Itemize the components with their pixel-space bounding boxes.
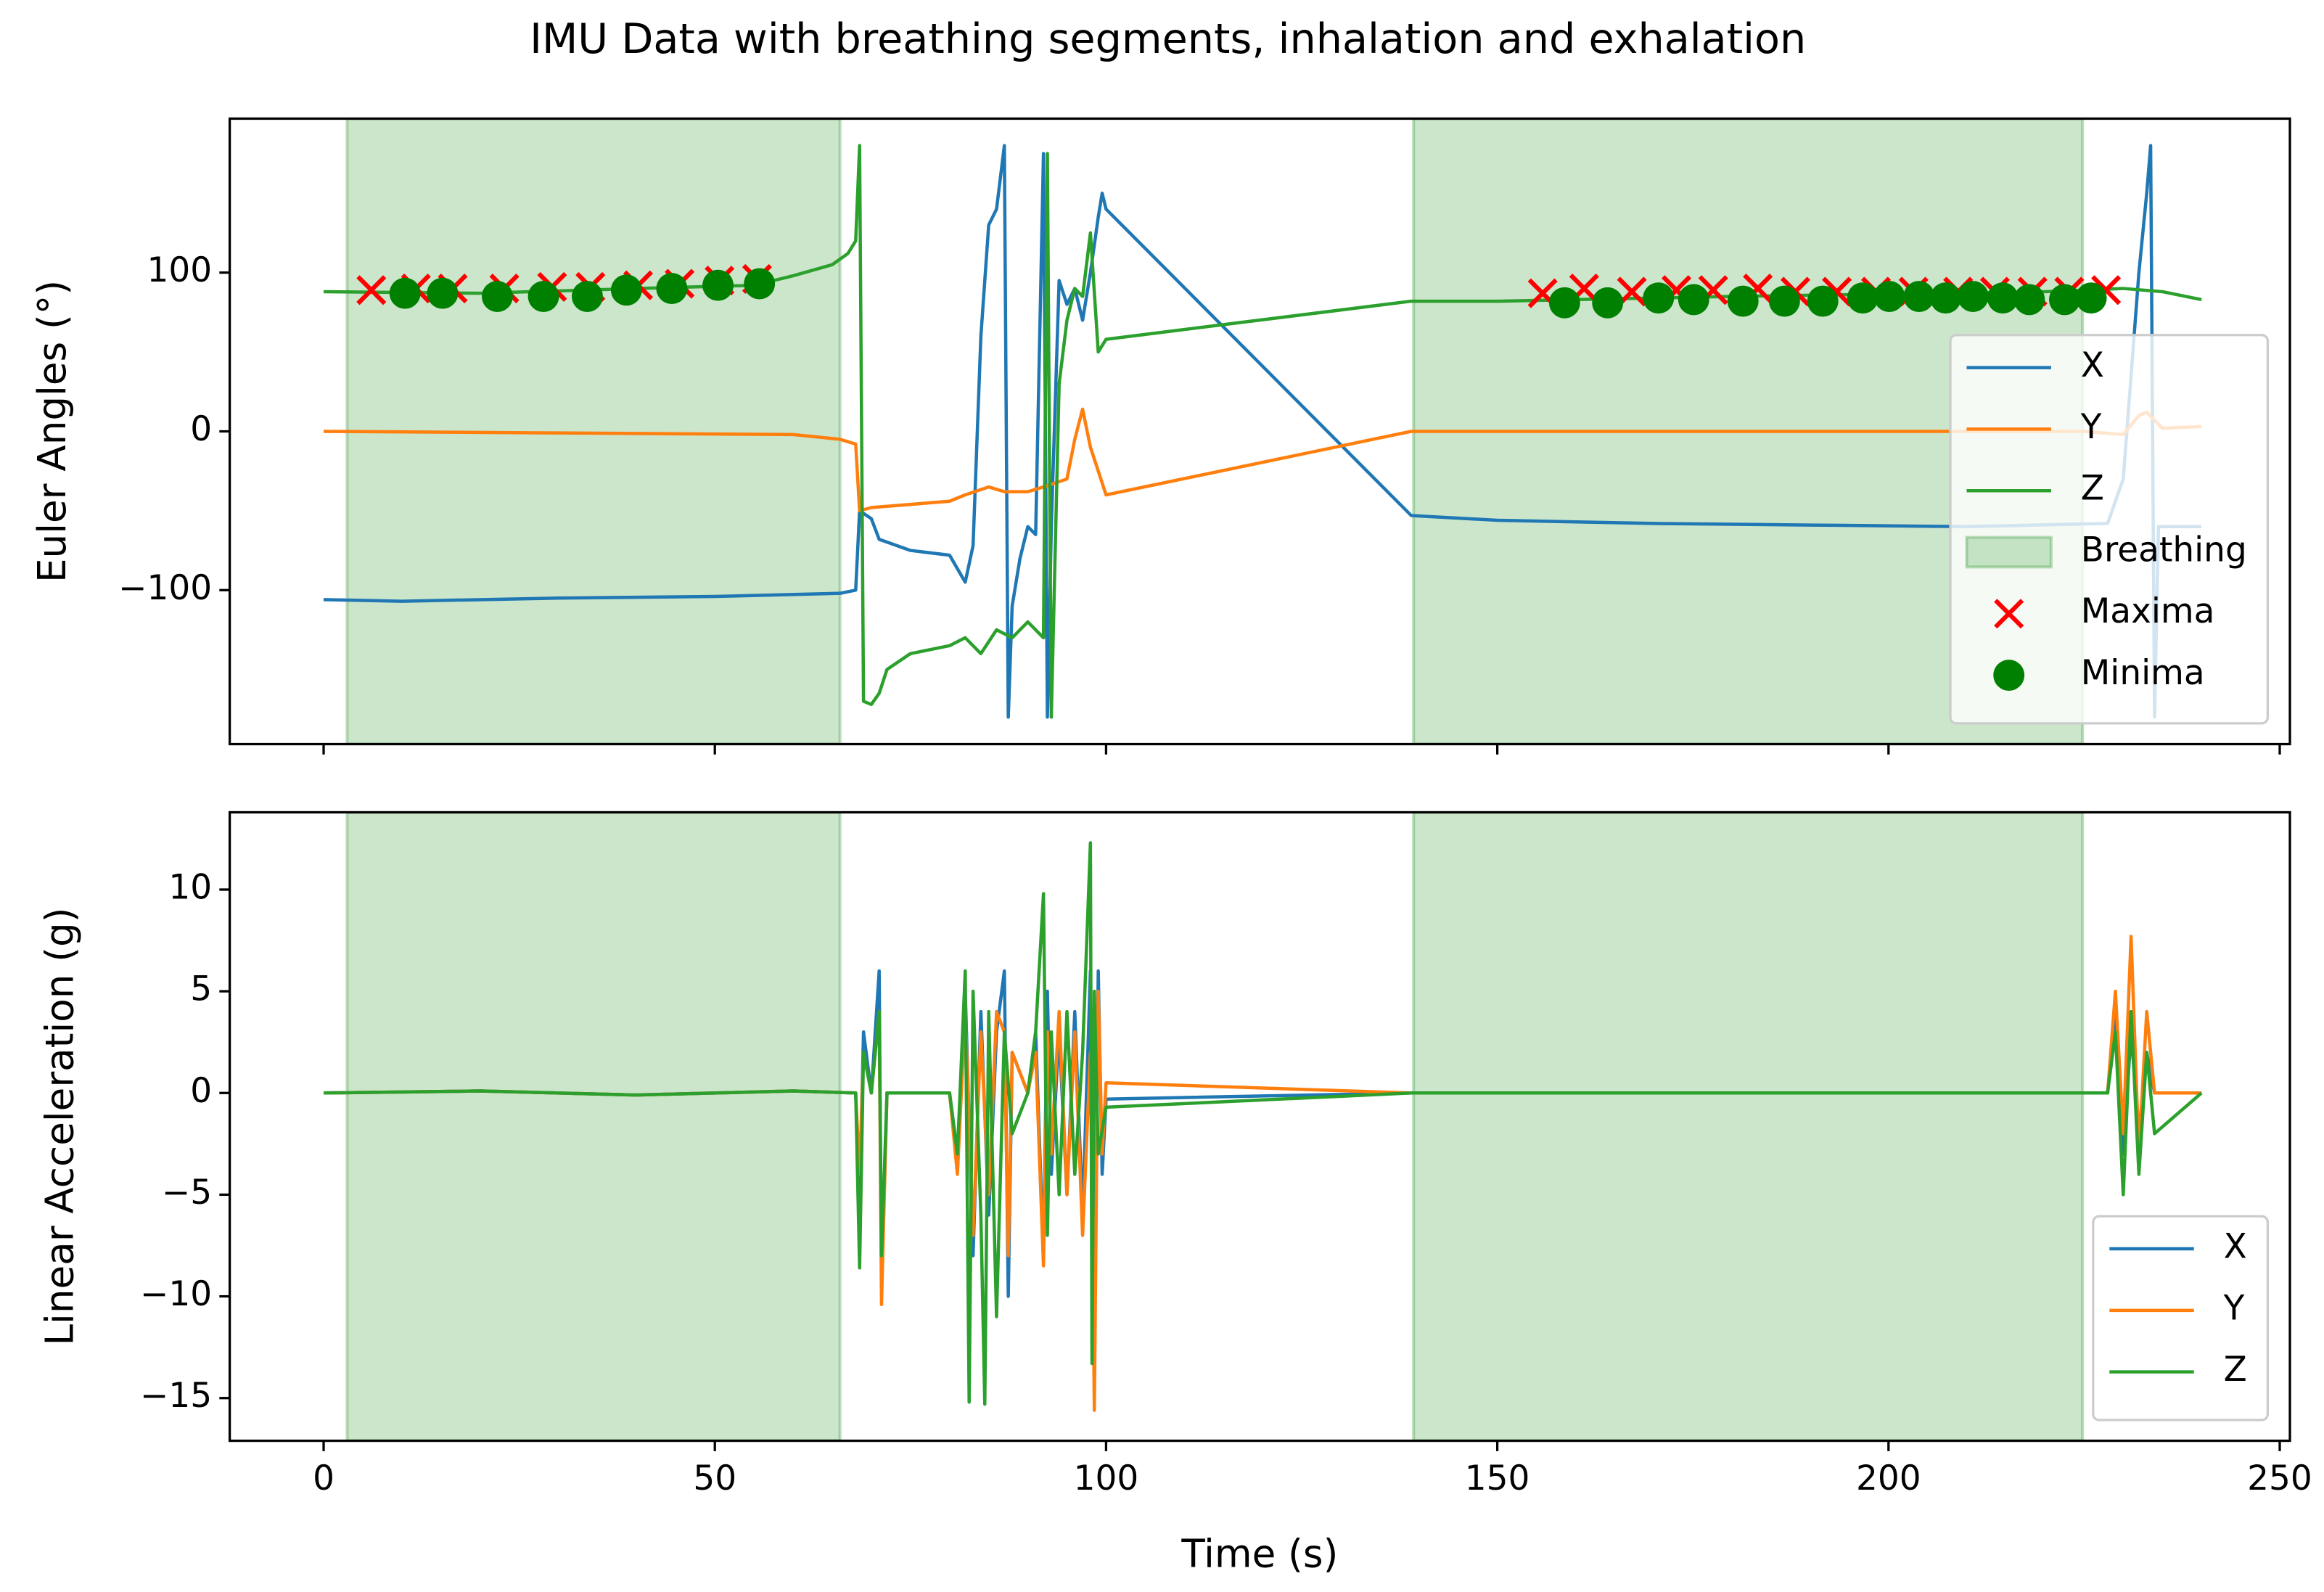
legend-label: Minima xyxy=(2081,653,2205,693)
breathing-span xyxy=(1412,812,2085,1441)
minima-marker xyxy=(1548,287,1580,319)
legend-handle xyxy=(1965,536,2053,569)
minima-marker xyxy=(1768,285,1800,317)
series-line xyxy=(324,144,2202,719)
minima-marker xyxy=(1930,282,1961,314)
x-tick-label: 50 xyxy=(693,1458,736,1498)
legend-label: Y xyxy=(2223,1288,2245,1328)
minima-marker xyxy=(610,274,642,306)
y-tick-label: −10 xyxy=(140,1274,212,1314)
minima-marker xyxy=(1873,281,1905,312)
breathing-span xyxy=(345,812,842,1441)
minima-marker xyxy=(1957,281,1989,312)
legend-label: Maxima xyxy=(2081,591,2215,631)
minima-marker xyxy=(656,273,688,305)
minima-marker xyxy=(1903,281,1935,312)
minima-marker xyxy=(2048,284,2080,316)
y-tick-label: 0 xyxy=(190,409,212,449)
minima-marker xyxy=(1807,285,1839,317)
legend-label: X xyxy=(2224,1227,2247,1267)
x-tick-label: 250 xyxy=(2247,1458,2312,1498)
y-tick-label: 5 xyxy=(190,969,212,1009)
minima-marker xyxy=(1678,284,1709,316)
chart-title: IMU Data with breathing segments, inhala… xyxy=(530,15,1806,63)
y-tick-label: −5 xyxy=(162,1173,212,1213)
legend-label: X xyxy=(2081,345,2104,385)
legend-label: Z xyxy=(2081,469,2104,509)
minima-marker xyxy=(2075,282,2107,314)
minima-marker xyxy=(1993,660,2025,691)
maxima-marker xyxy=(356,275,387,305)
y-tick-label: 0 xyxy=(190,1071,212,1111)
legend-label: Y xyxy=(2080,407,2102,447)
minima-marker xyxy=(2013,284,2045,316)
x-axis-label: Time (s) xyxy=(1181,1532,1338,1577)
y-axis-label: Euler Angles (°) xyxy=(30,280,75,583)
legend-box xyxy=(2092,1215,2270,1421)
plot-area xyxy=(324,812,2203,1441)
x-tick-label: 150 xyxy=(1465,1458,1530,1498)
minima-marker xyxy=(1727,285,1759,317)
minima-marker xyxy=(427,277,459,309)
x-tick-label: 200 xyxy=(1856,1458,1921,1498)
legend-box xyxy=(1949,334,2270,725)
axes-frame xyxy=(228,811,2291,1443)
y-tick-label: 100 xyxy=(147,250,212,290)
minima-marker xyxy=(571,281,603,312)
y-axis-label: Linear Acceleration (g) xyxy=(37,908,82,1346)
x-tick-label: 100 xyxy=(1074,1458,1139,1498)
minima-marker xyxy=(1643,282,1675,314)
legend-label: Breathing xyxy=(2081,530,2247,570)
y-tick-label: −15 xyxy=(140,1376,212,1416)
legend: XYZ Breathing Maxima Minima xyxy=(1949,334,2270,725)
legend: XYZ xyxy=(2092,1215,2270,1421)
y-tick-label: 10 xyxy=(168,867,212,907)
plot-area xyxy=(323,118,2202,744)
minima-marker xyxy=(389,277,421,309)
maxima-marker xyxy=(1994,599,2024,629)
minima-marker xyxy=(702,269,734,301)
minima-marker xyxy=(744,268,776,300)
series-line xyxy=(324,841,2203,1406)
minima-marker xyxy=(527,281,559,312)
minima-marker xyxy=(1987,282,2019,314)
legend-label: Z xyxy=(2224,1350,2247,1390)
minima-marker xyxy=(1847,282,1879,314)
minima-marker xyxy=(1592,287,1624,319)
x-tick-label: 0 xyxy=(313,1458,334,1498)
y-tick-label: −100 xyxy=(118,568,212,608)
minima-marker xyxy=(481,281,513,312)
